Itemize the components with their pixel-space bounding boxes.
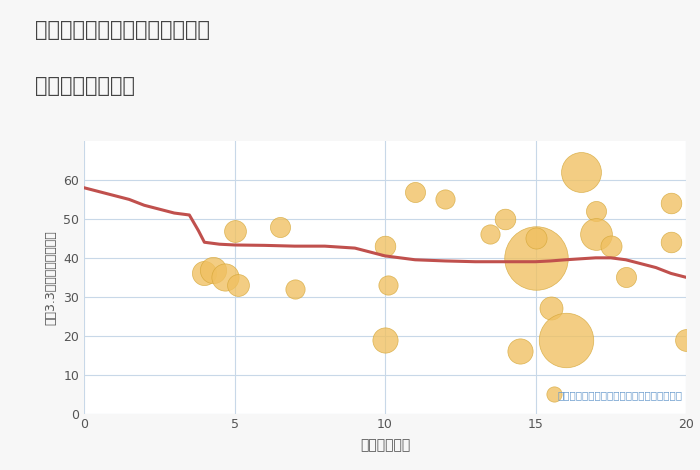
- Point: [289, 285, 300, 293]
- Point: [665, 200, 676, 207]
- Point: [229, 227, 240, 235]
- Point: [620, 274, 631, 281]
- Point: [232, 282, 243, 289]
- Point: [605, 243, 617, 250]
- Point: [590, 207, 601, 215]
- Point: [199, 270, 210, 277]
- Text: 埼玉県さいたま市西区塚本町の: 埼玉県さいたま市西区塚本町の: [35, 20, 210, 40]
- Point: [515, 347, 526, 355]
- Text: 駅距離別土地価格: 駅距離別土地価格: [35, 76, 135, 96]
- Point: [220, 274, 231, 281]
- Point: [440, 196, 451, 203]
- Point: [530, 235, 541, 242]
- Point: [545, 305, 556, 312]
- Point: [590, 231, 601, 238]
- Point: [208, 266, 219, 273]
- Point: [379, 243, 391, 250]
- Y-axis label: 坪（3.3㎡）単価（万円）: 坪（3.3㎡）単価（万円）: [45, 230, 57, 325]
- Point: [530, 254, 541, 262]
- Point: [379, 336, 391, 344]
- Point: [382, 282, 393, 289]
- Point: [410, 188, 421, 196]
- Text: 円の大きさは、取引のあった物件面積を示す: 円の大きさは、取引のあった物件面積を示す: [558, 390, 683, 400]
- Point: [575, 168, 587, 176]
- Point: [548, 391, 559, 398]
- Point: [500, 215, 511, 223]
- Point: [680, 336, 692, 344]
- Point: [274, 223, 286, 230]
- Point: [484, 231, 496, 238]
- Point: [560, 336, 571, 344]
- X-axis label: 駅距離（分）: 駅距離（分）: [360, 439, 410, 453]
- Point: [665, 238, 676, 246]
